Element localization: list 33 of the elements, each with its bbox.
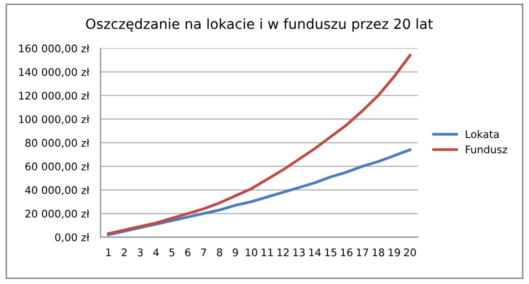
x-tick-label: 12 <box>278 248 289 256</box>
y-tick-label: 60 000,00 zł <box>25 162 90 172</box>
legend-label: Fundusz <box>466 145 508 154</box>
x-tick-label: 5 <box>169 248 174 256</box>
x-tick-label: 20 <box>404 248 416 256</box>
y-tick-label: 160 000,00 zł <box>19 44 90 54</box>
x-tick-label: 2 <box>122 248 127 256</box>
line-series <box>107 54 412 235</box>
x-tick-label: 4 <box>153 248 159 256</box>
x-tick-label: 18 <box>372 248 384 256</box>
x-tick-label: 15 <box>325 248 336 256</box>
y-tick-label: 0,00 zł <box>55 233 90 242</box>
x-tick-label: 14 <box>309 248 321 256</box>
y-tick-label: 100 000,00 zł <box>19 115 90 124</box>
x-tick-label: 19 <box>388 248 400 256</box>
chart-title: Oszczędzanie na lokacie i w funduszu przez 20 lat <box>86 18 433 32</box>
x-tick-label: 7 <box>201 248 206 256</box>
y-tick-label: 40 000,00 zł <box>25 186 90 196</box>
x-tick-label: 1 <box>106 248 111 256</box>
x-tick-label: 8 <box>216 248 222 256</box>
y-tick-label: 20 000,00 zł <box>25 210 90 219</box>
x-tick-label: 13 <box>293 248 305 256</box>
x-tick-label: 10 <box>246 248 258 256</box>
x-tick-label: 16 <box>341 248 352 256</box>
x-tick-label: 3 <box>138 248 143 256</box>
legend-label: Lokata <box>466 130 499 138</box>
y-tick-label: 80 000,00 zł <box>25 138 90 148</box>
x-tick-label: 17 <box>356 248 368 256</box>
y-tick-label: 120 000,00 zł <box>19 92 90 101</box>
x-tick-label: 9 <box>232 248 238 256</box>
x-tick-label: 6 <box>185 248 190 256</box>
y-tick-label: 140 000,00 zł <box>19 68 90 78</box>
x-tick-label: 11 <box>262 248 273 256</box>
